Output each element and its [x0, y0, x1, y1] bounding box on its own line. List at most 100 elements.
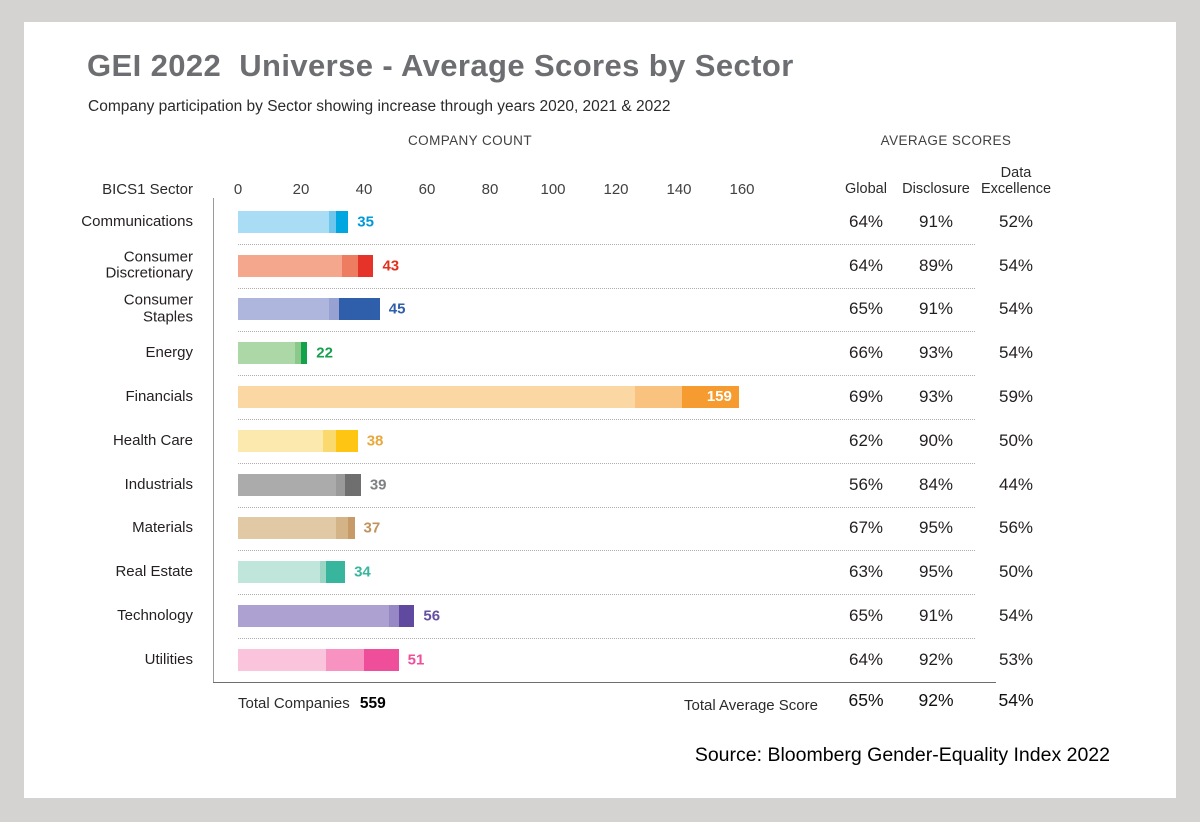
- bar-segment-2021: [329, 298, 339, 321]
- score-data-excellence: 52%: [998, 211, 1034, 231]
- sector-label: Consumer Discretionary: [105, 248, 193, 282]
- row-separator: [238, 375, 975, 377]
- bar-segment-2021: [634, 386, 683, 409]
- bics-sector-axis-label: BICS1 Sector: [102, 181, 193, 198]
- score-data-excellence: 53%: [998, 649, 1034, 669]
- sector-label: Consumer Staples: [123, 291, 193, 326]
- bar-value-label: 35: [357, 213, 374, 231]
- x-axis-tick-80: 80: [481, 181, 499, 198]
- bar-segment-2022: [345, 473, 361, 496]
- bar-segment-2020: [238, 648, 327, 671]
- chart-row-consumer-discretionary: Consumer Discretionary 43 64% 89% 54%: [24, 244, 1176, 289]
- bar-segment-2020: [238, 517, 336, 540]
- column-header-disclosure: Disclosure: [902, 181, 970, 197]
- x-axis-tick-120: 120: [603, 181, 629, 198]
- chart-row-financials: Financials 159 69% 93% 59%: [24, 375, 1176, 420]
- score-global: 65%: [848, 606, 884, 626]
- sector-label: Materials: [132, 519, 193, 537]
- row-separator: [238, 418, 975, 420]
- total-score-disclosure: 92%: [918, 690, 954, 710]
- stacked-bar: 159: [238, 386, 739, 409]
- bar-segment-2022: [363, 648, 399, 671]
- bar-segment-2021: [294, 342, 301, 365]
- score-global: 56%: [848, 474, 884, 494]
- row-separator: [238, 331, 975, 333]
- bar-segment-2021: [389, 605, 399, 628]
- bar-value-label: 22: [316, 344, 333, 362]
- score-disclosure: 93%: [918, 387, 954, 407]
- bar-segment-2020: [238, 210, 330, 233]
- bar-segment-2020: [238, 386, 635, 409]
- average-scores-section-label: AVERAGE SCORES: [880, 133, 1012, 148]
- chart-row-industrials: Industrials 39 56% 84% 44%: [24, 463, 1176, 508]
- bar-segment-2021: [335, 473, 346, 496]
- score-disclosure: 95%: [918, 518, 954, 538]
- sector-label: Real Estate: [115, 563, 193, 581]
- score-data-excellence: 54%: [998, 606, 1034, 626]
- stacked-bar: [238, 298, 380, 321]
- score-data-excellence: 54%: [998, 299, 1034, 319]
- bar-segment-2022: [300, 342, 308, 365]
- bar-segment-2022: [335, 429, 358, 452]
- bar-segment-2022: [682, 386, 739, 409]
- column-header-global: Global: [845, 181, 887, 197]
- sector-label: Communications: [81, 212, 193, 230]
- chart-row-energy: Energy 22 66% 93% 54%: [24, 331, 1176, 377]
- bar-segment-2022: [335, 210, 349, 233]
- score-global: 64%: [848, 211, 884, 231]
- sector-label: Technology: [117, 606, 193, 624]
- bar-segment-2022: [326, 561, 346, 584]
- bar-value-label: 37: [363, 519, 381, 537]
- chart-row-real-estate: Real Estate 34 63% 95% 50%: [24, 550, 1176, 596]
- score-global: 63%: [848, 562, 884, 582]
- stacked-bar: [238, 561, 346, 584]
- stacked-bar: [238, 648, 399, 671]
- chart-row-health-care: Health Care 38 62% 90% 50%: [24, 419, 1176, 464]
- score-global: 65%: [848, 299, 884, 319]
- total-companies-value: 559: [359, 695, 386, 712]
- row-separator: [238, 550, 975, 552]
- bar-segment-2020: [238, 429, 324, 452]
- bar-segment-2022: [398, 605, 415, 628]
- bar-segment-2020: [238, 254, 342, 277]
- source-attribution: Source: Bloomberg Gender-Equality Index …: [694, 744, 1110, 766]
- score-global: 64%: [848, 255, 884, 275]
- row-separator: [238, 462, 975, 464]
- x-axis-tick-60: 60: [418, 181, 436, 198]
- bar-segment-2020: [238, 473, 336, 496]
- stacked-bar: [238, 473, 361, 496]
- bar-segment-2020: [238, 298, 330, 321]
- score-disclosure: 92%: [918, 649, 954, 669]
- sector-label: Utilities: [144, 650, 193, 668]
- bar-value-label: 45: [388, 300, 406, 318]
- column-header-data-line2: Excellence: [980, 181, 1052, 197]
- x-axis-tick-140: 140: [666, 181, 692, 198]
- row-separator: [238, 506, 975, 508]
- column-header-data-line1: Data: [1000, 165, 1032, 181]
- row-separator: [238, 637, 975, 639]
- bar-segment-2020: [238, 561, 320, 584]
- bar-segment-2021: [323, 429, 336, 452]
- total-score-data-excellence: 54%: [998, 690, 1034, 710]
- x-axis-tick-0: 0: [233, 181, 243, 198]
- score-global: 64%: [848, 649, 884, 669]
- bar-segment-2020: [238, 342, 295, 365]
- score-data-excellence: 56%: [998, 518, 1034, 538]
- bar-segment-2021: [329, 210, 336, 233]
- bar-value-label: 51: [407, 651, 425, 669]
- bar-value-label: 39: [369, 476, 387, 494]
- score-data-excellence: 44%: [998, 474, 1034, 494]
- score-disclosure: 90%: [918, 430, 954, 450]
- score-disclosure: 93%: [918, 343, 954, 363]
- chart-row-consumer-staples: Consumer Staples 45 65% 91% 54%: [24, 288, 1176, 333]
- score-disclosure: 91%: [918, 606, 954, 626]
- score-disclosure: 84%: [918, 474, 954, 494]
- score-global: 67%: [848, 518, 884, 538]
- chart-row-technology: Technology 56 65% 91% 54%: [24, 594, 1176, 639]
- chart-card: GEI 2022 Universe - Average Scores by Se…: [24, 22, 1176, 798]
- score-data-excellence: 59%: [998, 387, 1034, 407]
- totals-separator-line: [213, 682, 996, 683]
- bar-segment-2020: [238, 605, 390, 628]
- bar-value-label: 38: [366, 432, 384, 450]
- x-axis-tick-40: 40: [355, 181, 373, 198]
